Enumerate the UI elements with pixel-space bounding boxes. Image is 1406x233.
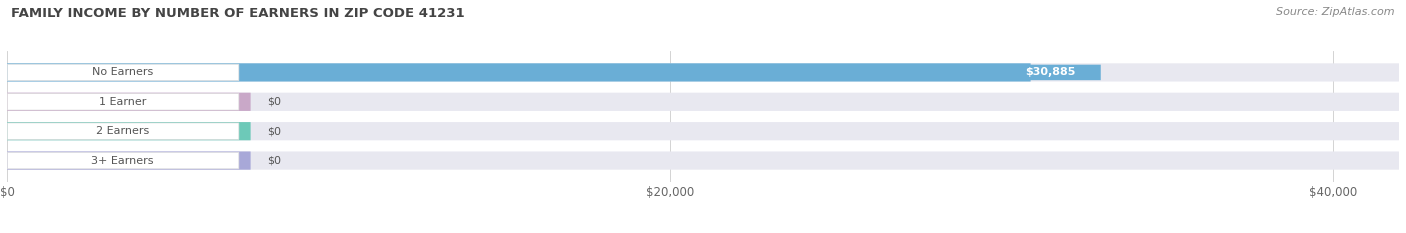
Text: Source: ZipAtlas.com: Source: ZipAtlas.com [1277,7,1395,17]
FancyBboxPatch shape [7,64,239,81]
FancyBboxPatch shape [7,151,250,170]
FancyBboxPatch shape [7,93,1399,111]
FancyBboxPatch shape [7,63,1031,82]
Text: 1 Earner: 1 Earner [98,97,146,107]
Text: $0: $0 [267,126,281,136]
FancyBboxPatch shape [7,93,250,111]
FancyBboxPatch shape [7,152,239,169]
FancyBboxPatch shape [7,94,239,110]
Text: $0: $0 [267,97,281,107]
FancyBboxPatch shape [1001,65,1101,80]
Text: 3+ Earners: 3+ Earners [91,156,155,166]
FancyBboxPatch shape [7,63,1399,82]
Text: $0: $0 [267,156,281,166]
Text: No Earners: No Earners [93,67,153,77]
Text: 2 Earners: 2 Earners [96,126,149,136]
FancyBboxPatch shape [7,151,1399,170]
FancyBboxPatch shape [7,122,250,140]
Text: $30,885: $30,885 [1025,67,1076,77]
FancyBboxPatch shape [7,122,1399,140]
FancyBboxPatch shape [7,123,239,139]
Text: FAMILY INCOME BY NUMBER OF EARNERS IN ZIP CODE 41231: FAMILY INCOME BY NUMBER OF EARNERS IN ZI… [11,7,465,20]
